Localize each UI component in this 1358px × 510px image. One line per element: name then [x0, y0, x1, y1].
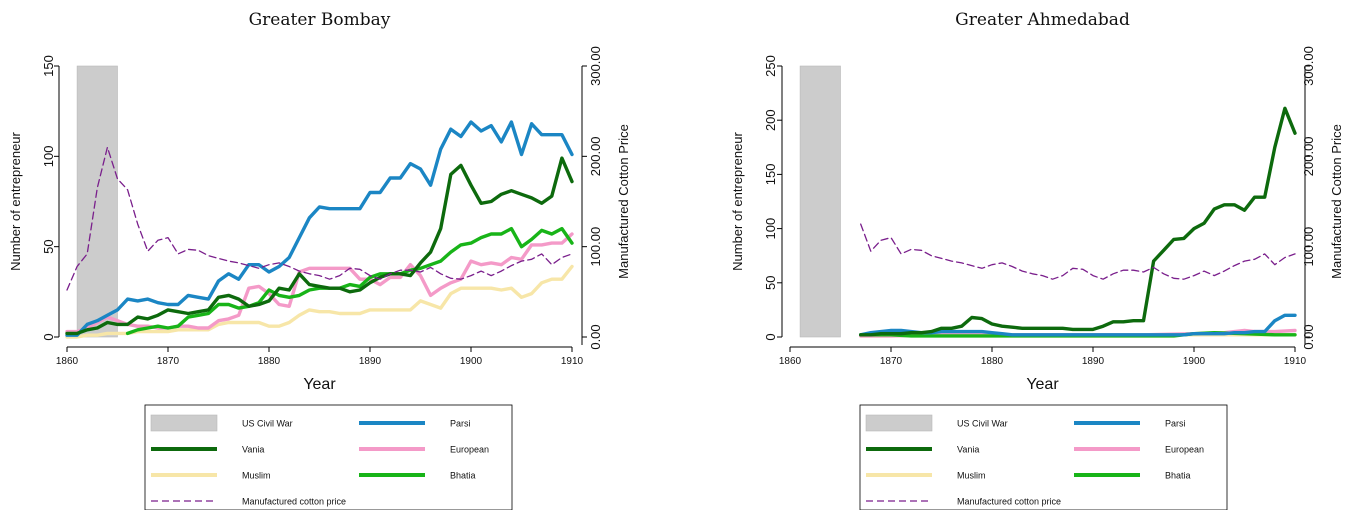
chart-title: Greater Bombay	[249, 10, 391, 30]
series-line-manufactured-cotton-price	[860, 223, 1296, 280]
x-axis-label: Year	[303, 376, 336, 393]
series-line-bhatia	[125, 226, 574, 336]
y-tick-label: 50	[763, 276, 778, 290]
y2-tick-label: 100.00	[588, 227, 603, 267]
series-line-manufactured-cotton-price	[66, 146, 573, 291]
y-tick-label: 150	[763, 164, 778, 186]
chart-panel-2: Greater Ahmedabad 0 50 100 150 200 250 0.00 100.…	[730, 10, 1344, 510]
y-tick-label: 200	[763, 109, 778, 131]
civil-war-shade	[799, 65, 841, 338]
series-line-parsi	[65, 120, 574, 337]
x-tick-label: 1910	[561, 356, 584, 367]
legend-label: Muslim	[242, 471, 271, 481]
y-axis-label: Number of entrepreneur	[8, 131, 23, 270]
x-tick-label: 1880	[981, 356, 1004, 367]
series-line-vania	[65, 156, 574, 336]
y-axis-label: Number of entrepreneur	[730, 131, 745, 270]
chart-title: Greater Ahmedabad	[955, 10, 1130, 30]
legend-label: Muslim	[957, 471, 986, 481]
legend: US Civil War Parsi Vania European Muslim Bhat…	[144, 404, 513, 510]
x-tick-label: 1900	[1183, 356, 1206, 367]
y2-tick-label: 200.00	[1301, 136, 1316, 176]
x-tick-label: 1890	[1082, 356, 1105, 367]
legend-label: Manufactured cotton price	[242, 497, 346, 507]
y2-tick-label: 0.00	[588, 324, 603, 349]
legend-swatch	[865, 414, 933, 432]
x-tick-label: 1860	[56, 356, 79, 367]
legend-label: US Civil War	[957, 419, 1008, 429]
chart-panel-1: Greater Bombay 0 50 100 150 0.00 100.00 200.00 3…	[8, 10, 631, 510]
legend: US Civil War Parsi Vania European Muslim Bhat…	[859, 404, 1228, 510]
y-tick-label: 150	[41, 55, 56, 77]
x-tick-label: 1880	[258, 356, 281, 367]
x-tick-label: 1860	[779, 356, 802, 367]
y-tick-label: 250	[763, 55, 778, 77]
x-tick-label: 1870	[880, 356, 903, 367]
legend-label: Parsi	[450, 419, 471, 429]
legend-label: US Civil War	[242, 419, 293, 429]
legend-label: European	[450, 445, 489, 455]
legend-label: Vania	[242, 445, 264, 455]
y-tick-label: 0	[763, 333, 778, 340]
y2-axis-label: Manufactured Cotton Price	[616, 124, 631, 279]
x-tick-label: 1890	[359, 356, 382, 367]
legend-label: Manufactured cotton price	[957, 497, 1061, 507]
y-tick-label: 100	[763, 218, 778, 240]
y2-tick-label: 0.00	[1301, 324, 1316, 349]
y-tick-label: 0	[41, 333, 56, 340]
x-tick-label: 1900	[460, 356, 483, 367]
y-tick-label: 100	[41, 145, 56, 167]
civil-war-shade	[76, 65, 118, 338]
y2-tick-label: 300.00	[1301, 46, 1316, 86]
x-tick-label: 1870	[157, 356, 180, 367]
legend-label: Vania	[957, 445, 979, 455]
y-tick-label: 50	[41, 239, 56, 253]
x-tick-label: 1910	[1284, 356, 1307, 367]
legend-swatch	[150, 414, 218, 432]
legend-label: Bhatia	[1165, 471, 1191, 481]
y2-tick-label: 300.00	[588, 46, 603, 86]
series-line-muslim	[65, 264, 574, 339]
y2-tick-label: 200.00	[588, 136, 603, 176]
y2-tick-label: 100.00	[1301, 227, 1316, 267]
y2-axis-label: Manufactured Cotton Price	[1329, 124, 1344, 279]
legend-label: European	[1165, 445, 1204, 455]
legend-label: Parsi	[1165, 419, 1186, 429]
legend-label: Bhatia	[450, 471, 476, 481]
x-axis-label: Year	[1026, 376, 1059, 393]
series-line-vania	[859, 106, 1297, 337]
